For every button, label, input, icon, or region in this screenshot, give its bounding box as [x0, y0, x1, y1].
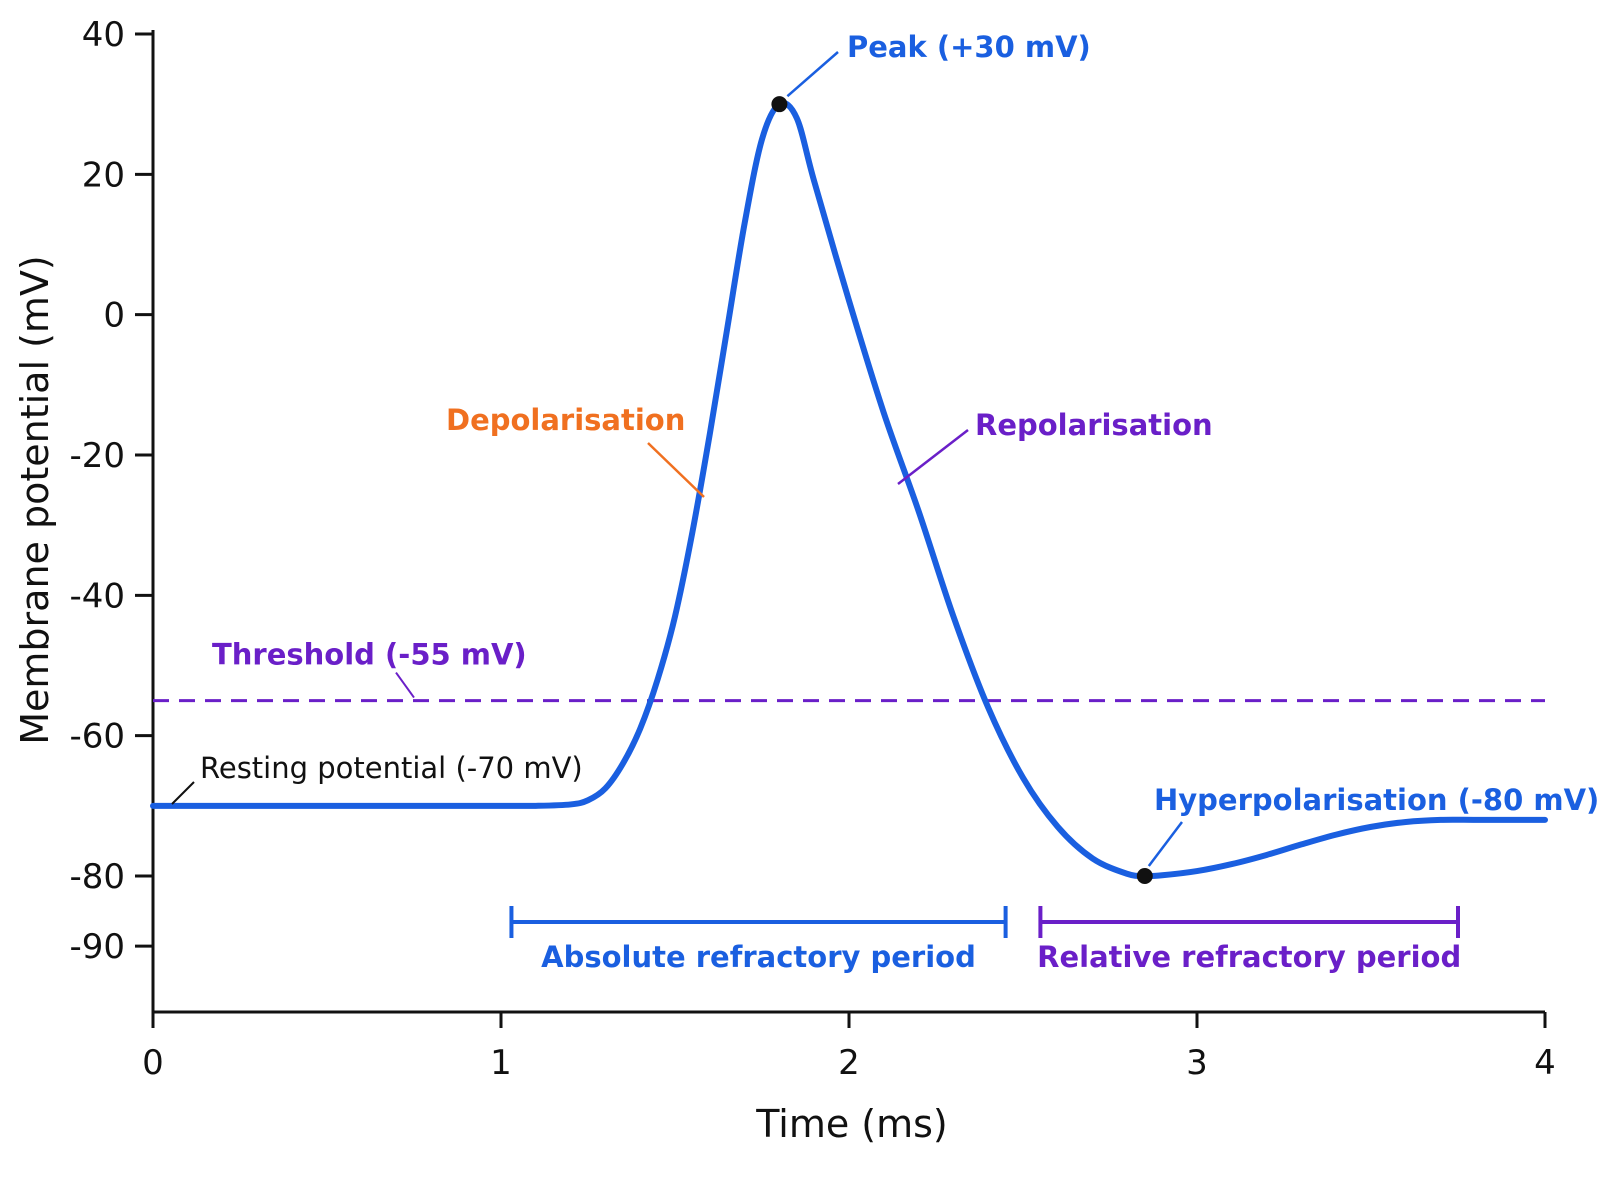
threshold-label: Threshold (-55 mV) [212, 638, 527, 672]
peak-point [771, 96, 788, 113]
resting-leader [171, 781, 195, 805]
repolarisation-label: Repolarisation [975, 408, 1213, 442]
threshold-layer: Threshold (-55 mV) [153, 638, 1545, 703]
y-tick-label: -90 [69, 927, 125, 967]
depolarisation-leader [647, 442, 705, 498]
peak-label: Peak (+30 mV) [847, 30, 1091, 64]
y-tick-label: -20 [69, 436, 125, 476]
series-layer [150, 100, 1548, 880]
y-tick-label: -40 [69, 576, 125, 616]
annotation-layer: Peak (+30 mV) Hyperpolarisation (-80 mV) R… [171, 30, 1599, 884]
x-axis-title: Time (ms) [755, 1102, 948, 1146]
relative-refractory-label: Relative refractory period [1037, 940, 1461, 974]
resting-potential-label: Resting potential (-70 mV) [200, 751, 583, 785]
x-tick-label: 2 [838, 1043, 860, 1083]
y-tick-label: 40 [82, 15, 125, 55]
y-tick-label: -60 [69, 717, 125, 757]
repolarisation-leader [897, 429, 969, 485]
y-axis-title: Membrane potential (mV) [13, 255, 57, 745]
hyperpolarisation-leader [1147, 821, 1183, 867]
x-tick-label: 4 [1534, 1043, 1556, 1083]
x-tick-label: 3 [1186, 1043, 1208, 1083]
absolute-refractory-label: Absolute refractory period [541, 940, 976, 974]
hyperpolarisation-point [1136, 868, 1153, 884]
depolarisation-label: Depolarisation [446, 403, 685, 437]
y-tick-label: 20 [82, 155, 125, 195]
period-layer: Absolute refractory period Relative refra… [509, 906, 1461, 974]
axes: 40 20 0 -20 -40 -60 -80 -90 0 1 2 3 4 [69, 15, 1555, 1083]
y-tick-label: 0 [103, 296, 125, 336]
threshold-leader [395, 671, 415, 699]
x-tick-label: 0 [142, 1043, 164, 1083]
membrane-potential-line [150, 100, 1548, 880]
y-tick-label: -80 [69, 857, 125, 897]
x-tick-label: 1 [490, 1043, 512, 1083]
peak-leader [786, 51, 839, 98]
hyperpolarisation-label: Hyperpolarisation (-80 mV) [1154, 783, 1599, 817]
